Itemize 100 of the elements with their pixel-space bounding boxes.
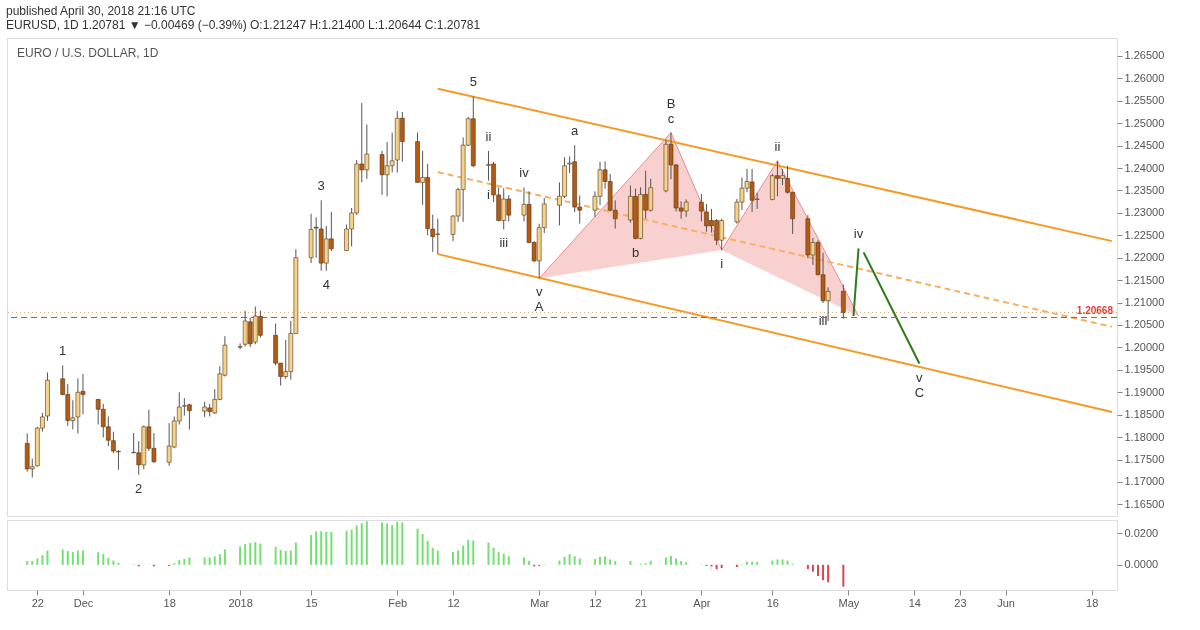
bar xyxy=(279,549,282,565)
bar xyxy=(487,542,490,565)
bar xyxy=(183,559,186,565)
bar xyxy=(178,560,181,565)
bar xyxy=(507,556,510,565)
bar xyxy=(102,554,105,565)
bar xyxy=(61,549,64,565)
bar xyxy=(452,552,455,565)
annotation: 3 xyxy=(317,178,325,194)
annotation: v xyxy=(916,369,924,385)
bar xyxy=(213,556,216,565)
bar xyxy=(360,523,363,565)
bar xyxy=(330,531,333,565)
bar xyxy=(81,550,84,565)
bar xyxy=(599,556,602,565)
x-tick-label: 12 xyxy=(589,596,602,609)
bar xyxy=(31,561,34,565)
annotation: iv xyxy=(519,165,530,181)
bar xyxy=(249,542,252,565)
bar xyxy=(502,553,505,565)
y-tick-label: 1.25000 xyxy=(1124,116,1165,129)
annotation: C xyxy=(914,384,925,400)
bar xyxy=(294,542,297,565)
bar xyxy=(822,564,825,581)
x-tick-label: Jun xyxy=(997,596,1015,609)
bar xyxy=(421,534,424,565)
bar xyxy=(391,525,394,565)
bar xyxy=(771,560,774,565)
bar xyxy=(675,558,678,565)
text: published April 30, 2018 21:16 UTC xyxy=(6,3,196,18)
y-tick-label: 1.24500 xyxy=(1124,139,1165,152)
bar xyxy=(66,550,69,565)
y-tick-label: 0.0200 xyxy=(1124,526,1159,539)
annotation: i xyxy=(720,256,724,272)
bar xyxy=(365,521,368,565)
bar xyxy=(259,543,262,565)
bar xyxy=(568,554,571,565)
bar xyxy=(431,547,434,565)
annotation: 4 xyxy=(322,276,330,292)
x-tick-label: 18 xyxy=(163,596,176,609)
bar xyxy=(112,560,115,565)
bar xyxy=(492,547,495,565)
bar xyxy=(609,559,612,565)
y-tick-label: 1.21000 xyxy=(1124,296,1165,309)
y-tick-label: 1.26000 xyxy=(1124,71,1165,84)
bar xyxy=(669,555,672,565)
bar xyxy=(816,564,819,576)
annotation: v xyxy=(535,284,543,300)
bar xyxy=(97,552,100,565)
bar xyxy=(497,552,500,565)
x-tick-label: 16 xyxy=(766,596,779,609)
annotation: i xyxy=(487,186,491,202)
bar xyxy=(457,550,460,565)
y-tick-label: 1.17000 xyxy=(1124,475,1165,488)
bar xyxy=(355,525,358,565)
x-tick-label: Mar xyxy=(530,596,550,609)
bar xyxy=(71,552,74,565)
bar xyxy=(274,546,277,565)
bar xyxy=(786,560,789,565)
annotation: 2 xyxy=(135,480,143,496)
bar xyxy=(188,557,191,565)
x-tick-label: Apr xyxy=(693,596,711,609)
y-tick-label: 1.22500 xyxy=(1124,228,1165,241)
y-tick-label: 1.18500 xyxy=(1124,408,1165,421)
bar xyxy=(563,556,566,565)
annotation: A xyxy=(534,299,544,315)
y-tick-label: 1.20000 xyxy=(1124,340,1165,353)
y-tick-label: 1.23500 xyxy=(1124,183,1165,196)
bar xyxy=(218,554,221,565)
bar xyxy=(462,545,465,565)
bar xyxy=(573,556,576,565)
bar xyxy=(781,559,784,565)
bar xyxy=(558,560,561,565)
bar xyxy=(436,550,439,565)
bar xyxy=(208,557,211,565)
y-tick-label: 1.19500 xyxy=(1124,363,1165,376)
bar xyxy=(254,542,257,565)
bar xyxy=(320,531,323,565)
x-tick-label: May xyxy=(838,596,860,609)
ref-line-label: 1.20668 xyxy=(1076,305,1114,317)
annotation: B xyxy=(666,95,676,111)
bar xyxy=(756,561,759,565)
bar xyxy=(325,531,328,565)
bar xyxy=(416,528,419,565)
x-tick-label: 18 xyxy=(1086,596,1099,609)
bar xyxy=(239,546,242,565)
y-tick-label: 0.0000 xyxy=(1124,558,1159,571)
bar xyxy=(604,556,607,565)
bar xyxy=(685,562,688,565)
text: EURUSD, 1D 1.20781 ▼ −0.00469 (−0.39%) O:1.21247 H:1.21400 L:1.20644 C:1.20781 xyxy=(6,17,481,32)
x-tick-label: Dec xyxy=(73,596,94,609)
bar xyxy=(593,559,596,565)
bar xyxy=(649,560,652,565)
annotation: c xyxy=(667,110,675,126)
bar xyxy=(26,561,29,565)
bar xyxy=(842,564,845,587)
text: EURO / U.S. DOLLAR, 1D xyxy=(17,46,159,60)
annotation: iv xyxy=(853,226,864,242)
annotation: 1 xyxy=(59,343,67,359)
bar xyxy=(396,521,399,565)
